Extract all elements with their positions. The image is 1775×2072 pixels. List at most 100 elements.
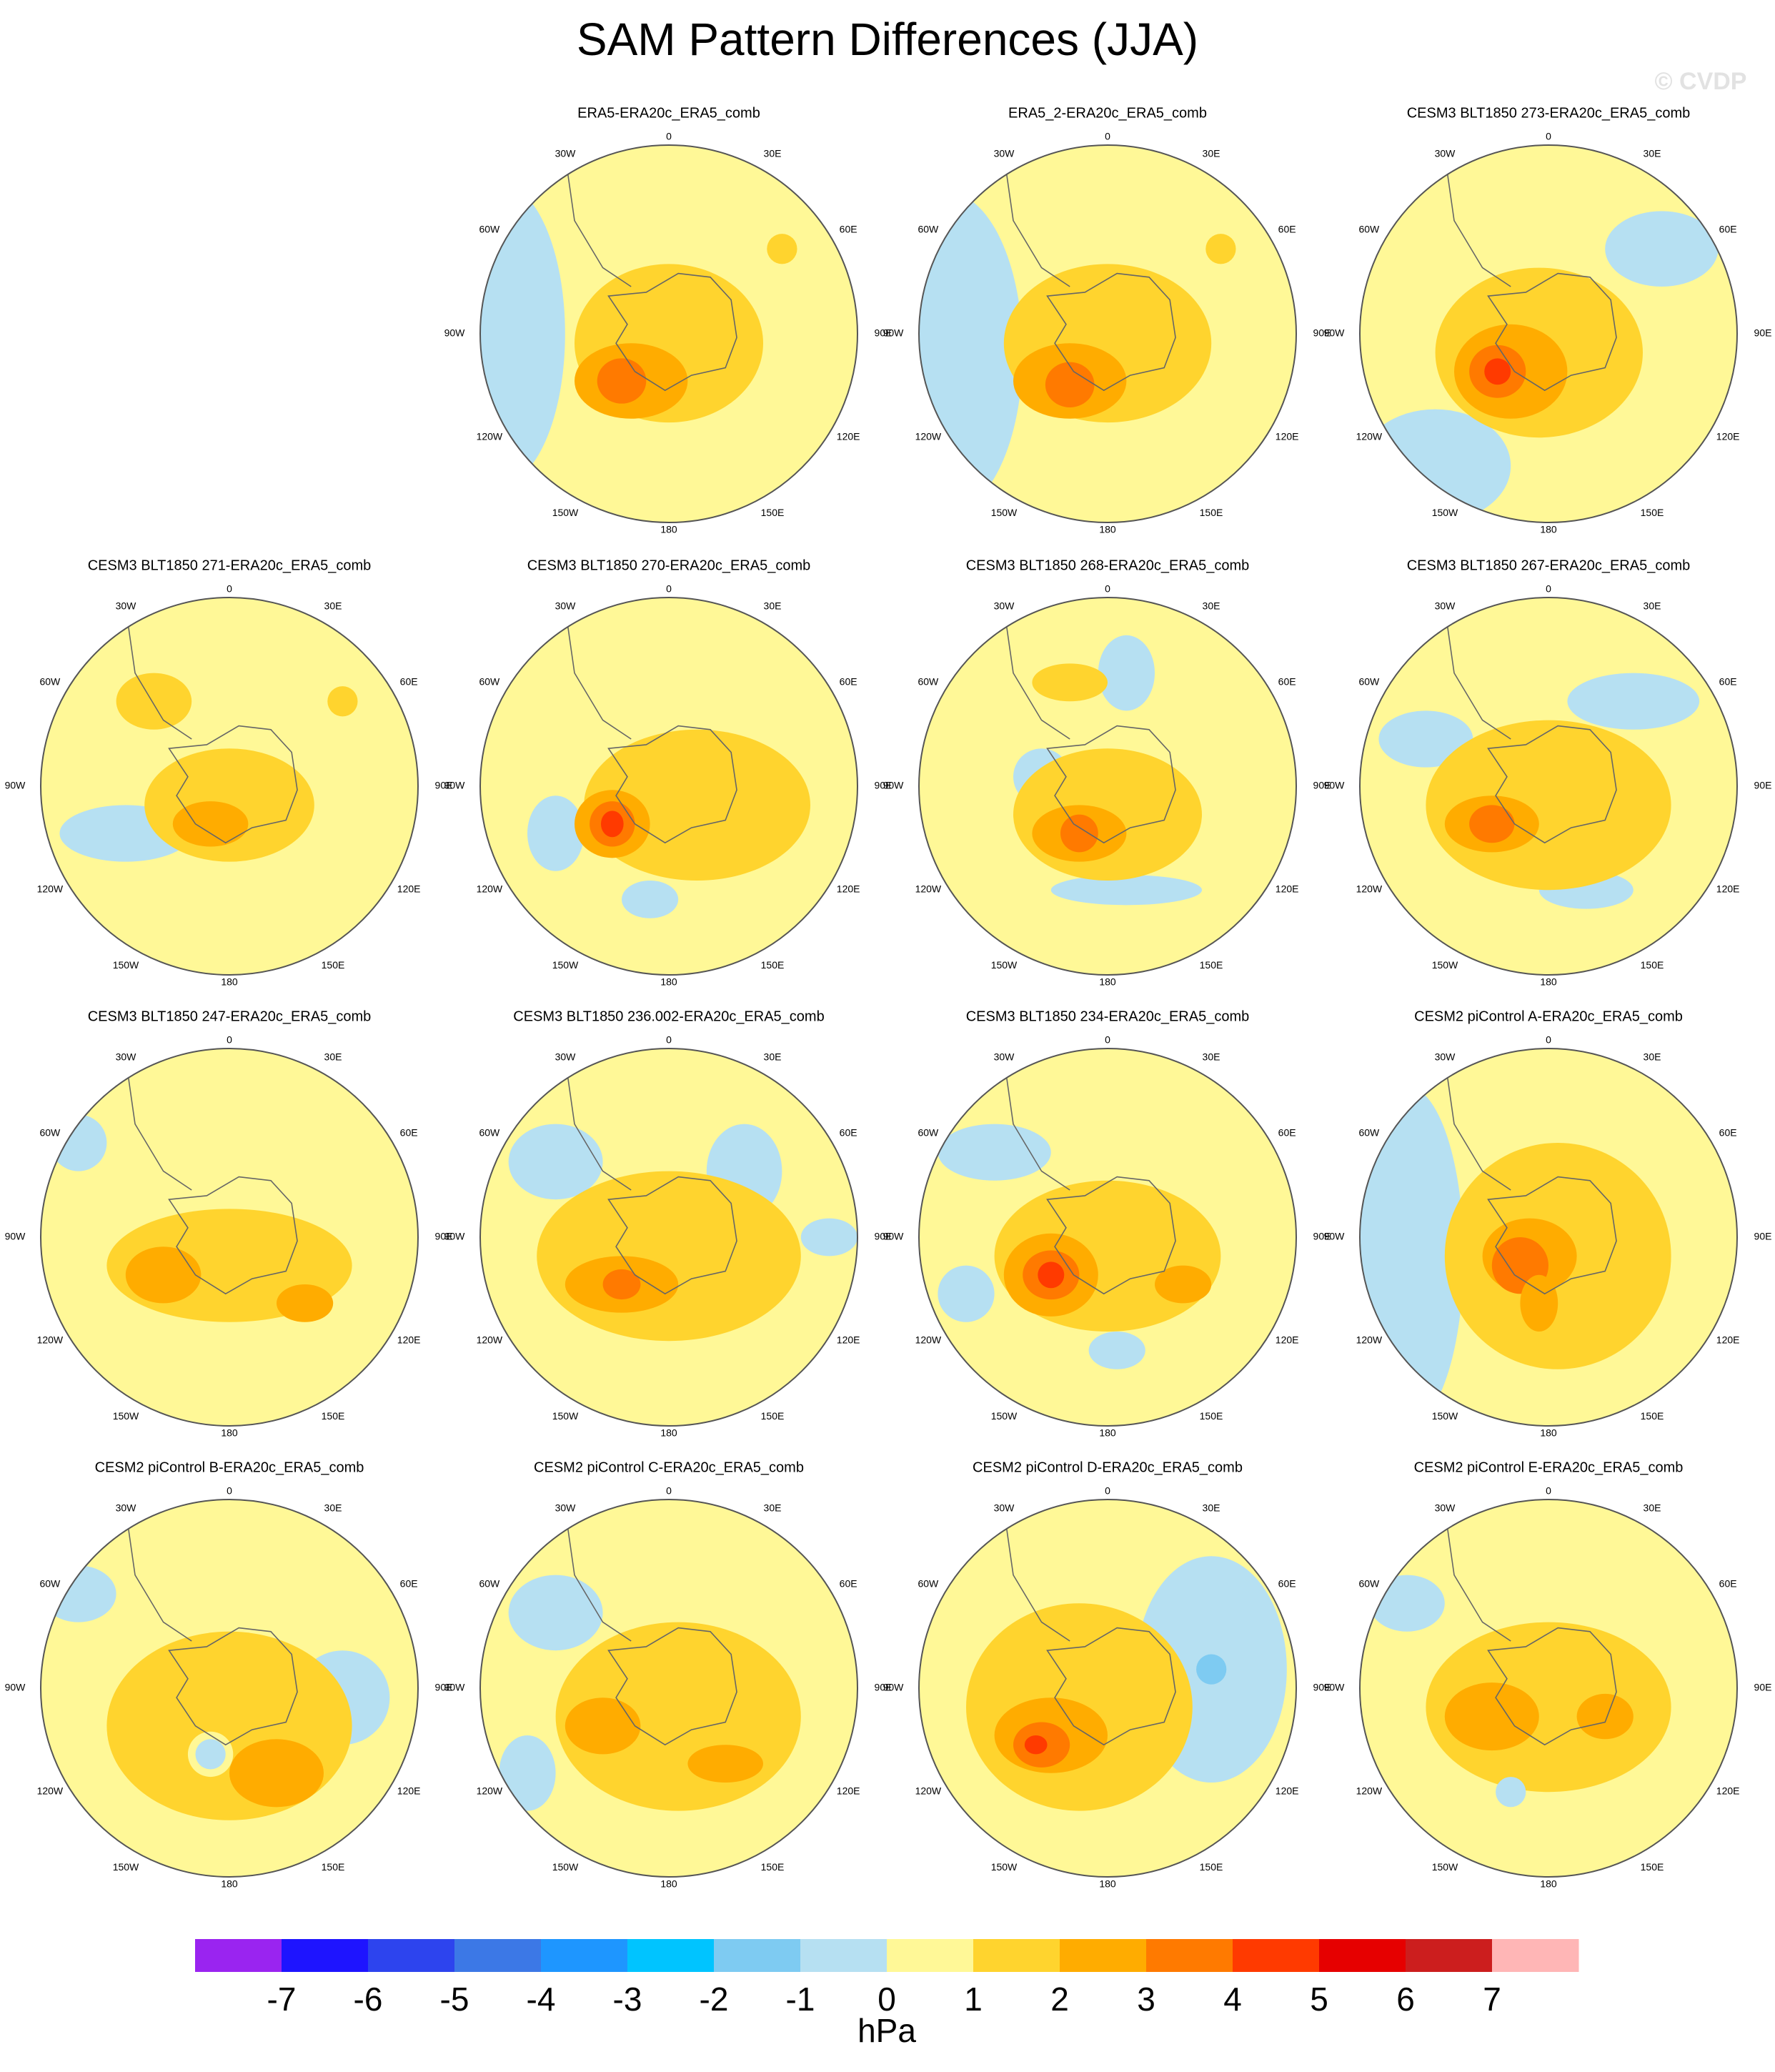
longitude-label: 30W <box>555 1502 577 1514</box>
colorbar-tick-label: -2 <box>700 1981 729 2018</box>
colorbar-box <box>1319 1939 1406 1972</box>
longitude-label: 90E <box>1754 1231 1772 1242</box>
longitude-label: 30E <box>324 1051 342 1063</box>
coastline <box>1444 1058 1511 1191</box>
map-border <box>479 597 858 976</box>
longitude-label: 30E <box>1203 148 1220 159</box>
panel-title: CESM3 BLT1850 236.002-ERA20c_ERA5_comb <box>513 1008 824 1024</box>
longitude-label: 150E <box>1641 959 1664 971</box>
contour-region <box>1605 211 1719 287</box>
coastline <box>125 607 192 740</box>
longitude-label: 150E <box>1641 507 1664 518</box>
longitude-label: 30E <box>1644 1051 1661 1063</box>
longitude-label: 0 <box>1546 583 1551 595</box>
longitude-label: 60E <box>1278 1578 1296 1590</box>
longitude-label: 120W <box>1356 1785 1383 1797</box>
contour-region <box>1520 1274 1558 1332</box>
longitude-label: 90E <box>1313 1231 1331 1242</box>
coastline <box>1003 1509 1070 1642</box>
longitude-label: 0 <box>666 1485 672 1497</box>
coastline <box>1487 1627 1617 1746</box>
contour-region <box>1567 673 1700 730</box>
longitude-label: 120W <box>37 1334 64 1346</box>
contour-region <box>1576 1693 1634 1740</box>
colorbar-box <box>1146 1939 1233 1972</box>
longitude-label: 30W <box>555 1051 577 1063</box>
map-field <box>919 1049 1296 1426</box>
longitude-label: 150E <box>761 507 785 518</box>
map-field <box>919 1500 1296 1877</box>
longitude-label: 90E <box>435 780 453 791</box>
map-field <box>41 1049 418 1426</box>
longitude-label: 60W <box>1358 1127 1380 1139</box>
longitude-label: 120E <box>1716 1785 1740 1797</box>
panel-title: CESM2 piControl B-ERA20c_ERA5_comb <box>95 1459 364 1475</box>
longitude-label: 60E <box>1719 224 1737 235</box>
map-panel: CESM3 BLT1850 267-ERA20c_ERA5_comb 0 30E 60… <box>1324 557 1772 987</box>
longitude-label: 30E <box>1203 600 1220 612</box>
longitude-label: 150E <box>1641 1410 1664 1422</box>
colorbar: -7 -6 -5 -4 -3 -2 -1 0 1 2 3 4 5 6 7 hPa <box>195 1939 1579 2049</box>
contour-region <box>1098 635 1155 711</box>
coastline <box>1444 154 1511 287</box>
contour-region <box>1484 358 1511 385</box>
coastline <box>1444 1509 1511 1642</box>
longitude-label: 90E <box>875 1231 893 1242</box>
coastline <box>1003 154 1070 287</box>
map-panel: CESM3 BLT1850 234-ERA20c_ERA5_comb 0 30E 60… <box>883 1008 1331 1438</box>
longitude-label: 90W <box>883 327 905 339</box>
panel-title: CESM2 piControl A-ERA20c_ERA5_comb <box>1414 1008 1683 1024</box>
longitude-label: 60E <box>1278 676 1296 688</box>
longitude-label: 60W <box>918 1578 939 1590</box>
map-panel: CESM2 piControl A-ERA20c_ERA5_comb 0 30E 60… <box>1324 1008 1772 1438</box>
longitude-label: 90W <box>1324 1682 1346 1693</box>
map-border <box>40 597 419 976</box>
coastline <box>607 725 737 844</box>
longitude-label: 0 <box>1546 131 1551 142</box>
longitude-label: 120W <box>1356 431 1383 442</box>
longitude-label: 120E <box>397 883 421 895</box>
panel-title: ERA5_2-ERA20c_ERA5_comb <box>1008 105 1207 121</box>
longitude-label: 150E <box>322 959 345 971</box>
longitude-label: 150E <box>761 959 785 971</box>
contour-region <box>527 795 585 871</box>
longitude-label: 30E <box>324 1502 342 1514</box>
map-field <box>480 1049 857 1426</box>
longitude-label: 60E <box>840 1127 857 1139</box>
longitude-label: 60E <box>400 1578 418 1590</box>
longitude-label: 180 <box>660 1427 677 1439</box>
map-panel: CESM2 piControl D-ERA20c_ERA5_comb 0 30E 60… <box>883 1459 1331 1889</box>
longitude-label: 120W <box>915 883 942 895</box>
coastline <box>1046 272 1176 392</box>
longitude-label: 0 <box>1105 1034 1110 1046</box>
colorbar-tick-label: -3 <box>613 1981 642 2018</box>
longitude-label: 150E <box>761 1410 785 1422</box>
coastline <box>607 272 737 392</box>
panel-title: CESM3 BLT1850 268-ERA20c_ERA5_comb <box>966 557 1250 573</box>
colorbar-tick-label: 2 <box>1050 1981 1069 2018</box>
map-field <box>41 598 418 975</box>
panel-title: CESM3 BLT1850 234-ERA20c_ERA5_comb <box>966 1008 1250 1024</box>
map-border <box>40 1499 419 1878</box>
longitude-label: 30W <box>116 1502 137 1514</box>
coastline <box>1046 725 1176 844</box>
colorbar-tick-label: -4 <box>527 1981 556 2018</box>
contour-region <box>565 1697 641 1755</box>
longitude-label: 150W <box>991 1410 1018 1422</box>
coastline <box>1444 607 1511 740</box>
longitude-label: 30W <box>994 600 1015 612</box>
longitude-label: 180 <box>660 524 677 535</box>
longitude-label: 180 <box>1540 524 1557 535</box>
map-panel: CESM3 BLT1850 247-ERA20c_ERA5_comb 0 30E 60… <box>5 1008 453 1438</box>
longitude-label: 150E <box>322 1861 345 1873</box>
map-border <box>40 1048 419 1427</box>
longitude-label: 150W <box>1432 1861 1458 1873</box>
longitude-label: 150E <box>322 1410 345 1422</box>
longitude-label: 120W <box>477 1334 503 1346</box>
contour-region <box>919 192 1023 513</box>
longitude-label: 120W <box>477 883 503 895</box>
longitude-label: 0 <box>666 1034 672 1046</box>
panel-title: CESM2 piControl D-ERA20c_ERA5_comb <box>973 1459 1243 1475</box>
longitude-label: 30W <box>994 148 1015 159</box>
contour-region <box>602 1269 641 1300</box>
